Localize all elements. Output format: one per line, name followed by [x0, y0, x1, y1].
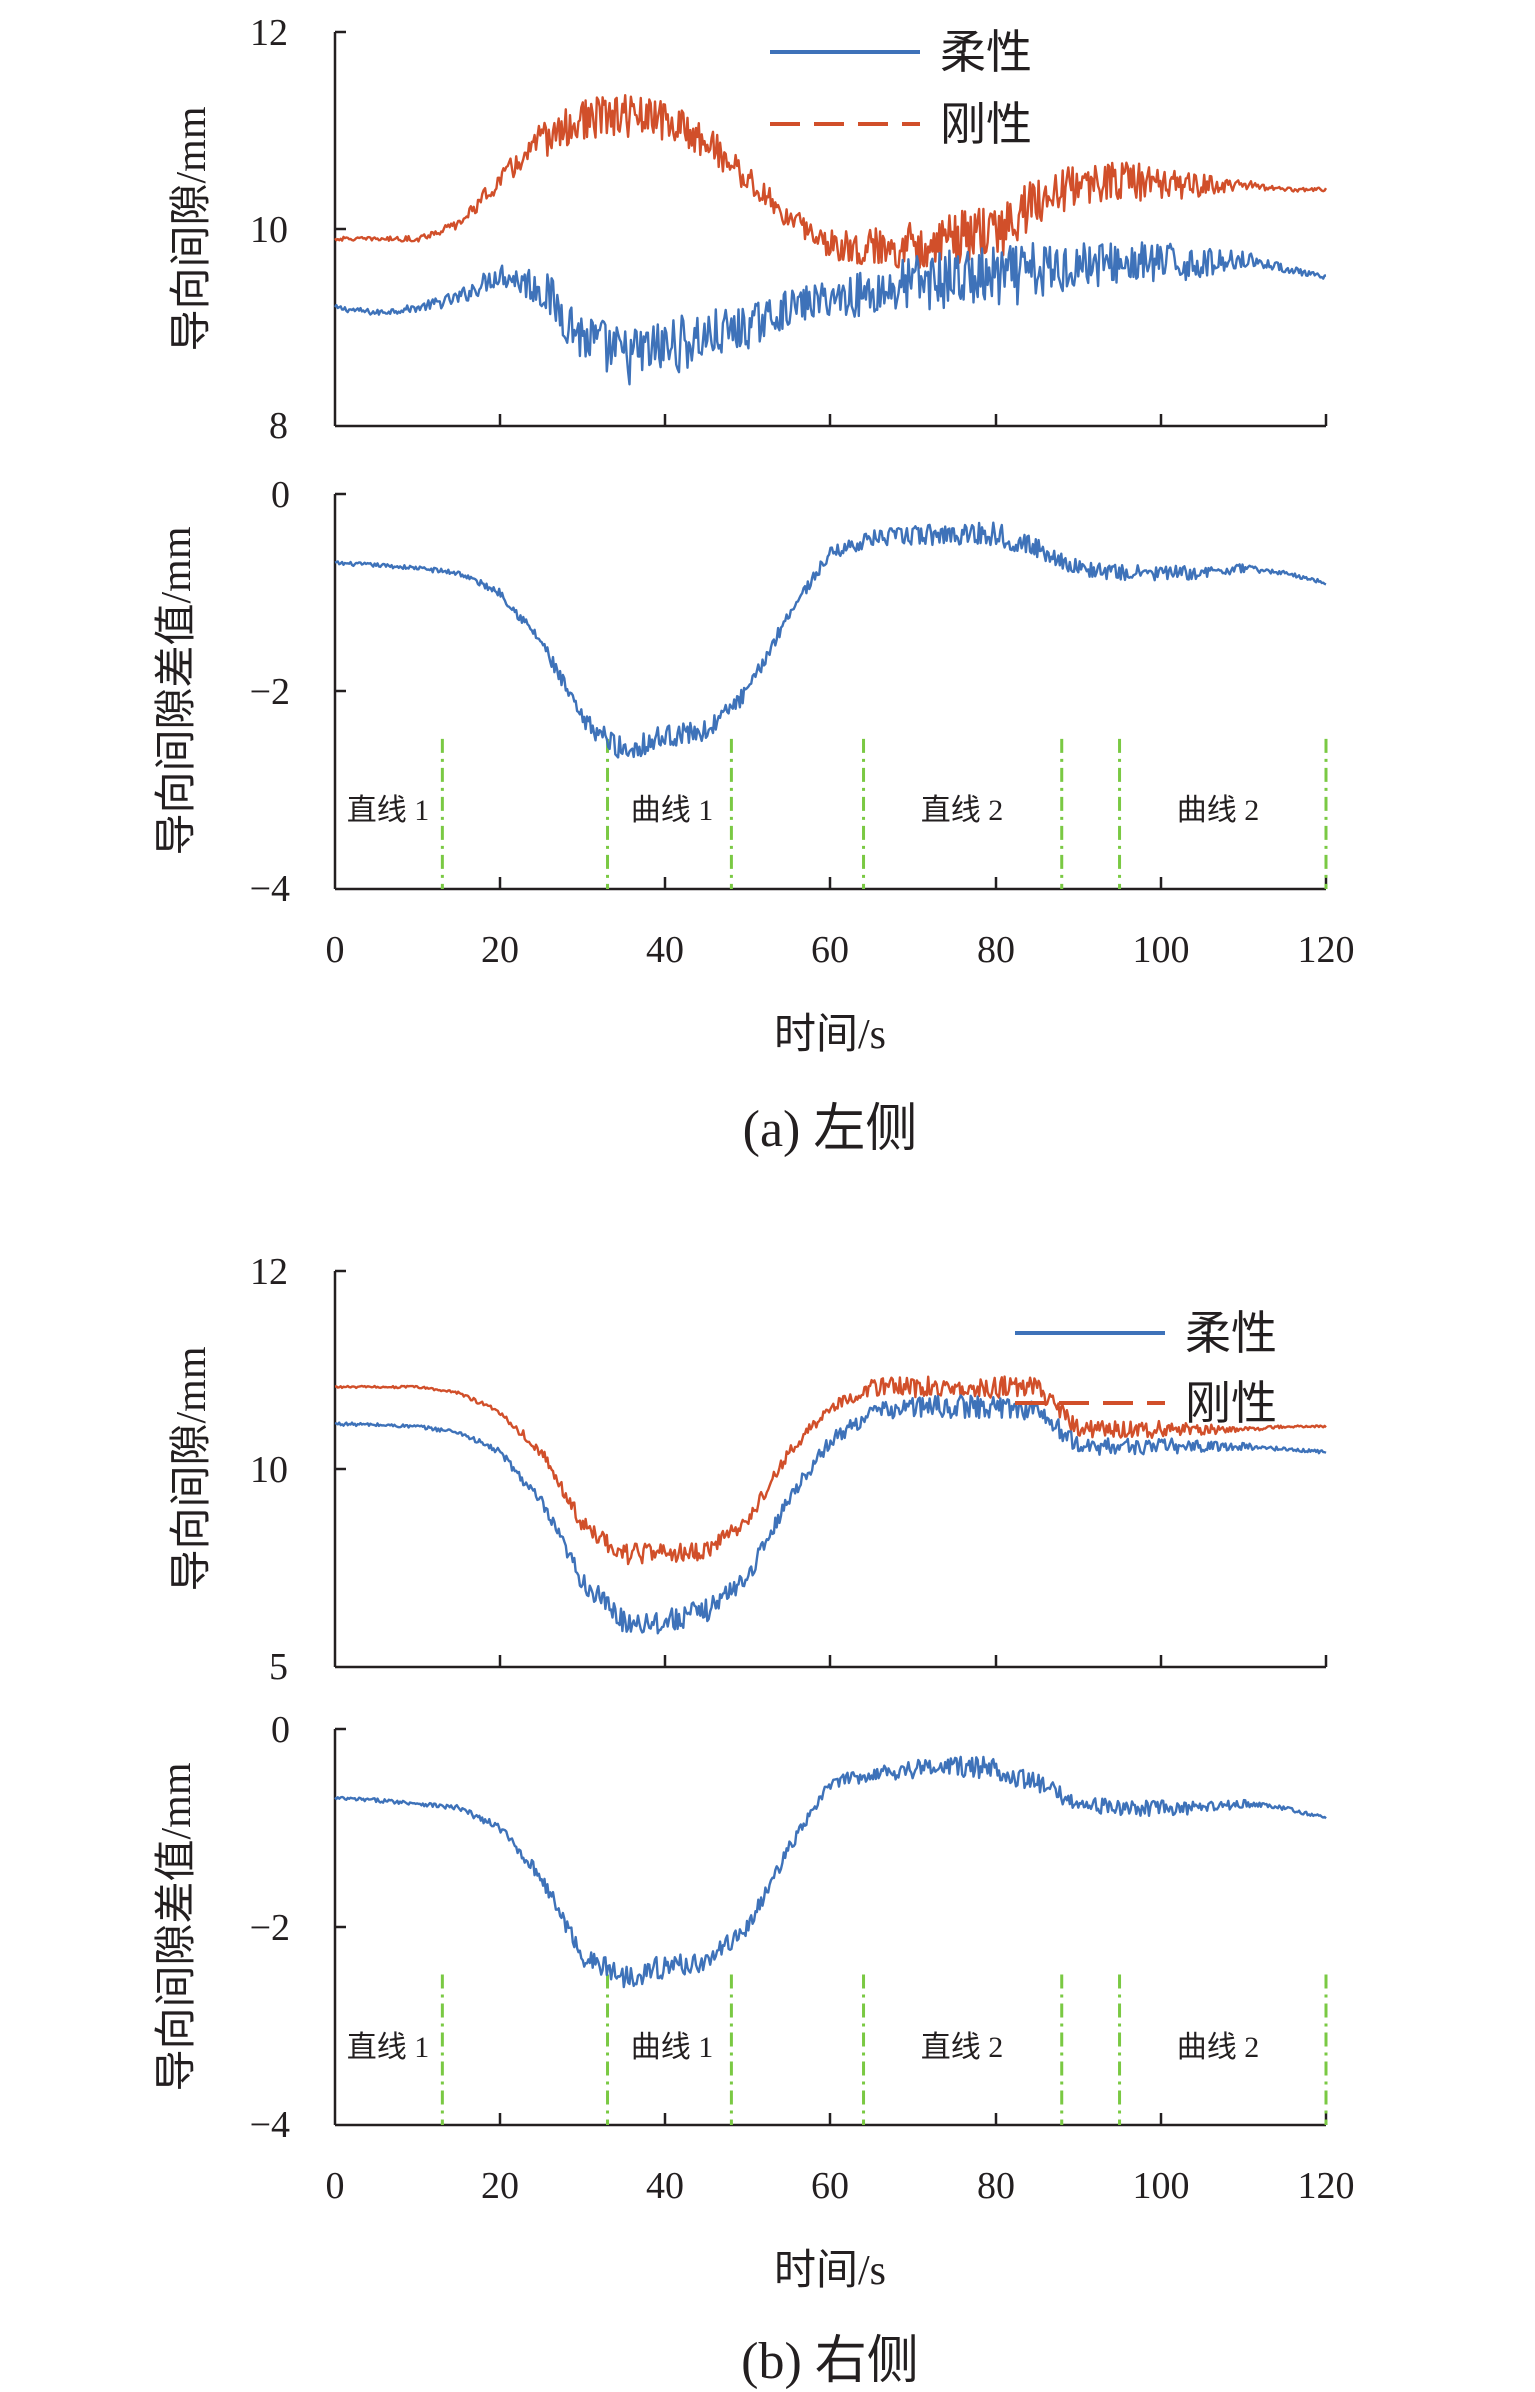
y-tick-label: 5 — [269, 1646, 288, 1688]
y-tick-label: −2 — [250, 671, 290, 713]
x-tick-label: 80 — [977, 2165, 1015, 2207]
series-line-rigid — [334, 94, 1328, 269]
y-tick-label: −4 — [250, 2104, 290, 2146]
panel-b-xticks: 0 20 40 60 80 100 120 — [326, 2165, 1355, 2207]
series-line-flexible — [334, 1394, 1327, 1635]
x-tick-label: 20 — [481, 2165, 519, 2207]
y-tick-label: 0 — [271, 1709, 290, 1751]
y-tick-label: 8 — [269, 405, 288, 447]
panel-a-xticks: 0 20 40 60 80 100 120 — [326, 929, 1355, 971]
series-line-flexible — [334, 521, 1327, 759]
y-tick-label: 0 — [271, 474, 290, 516]
x-tick-label: 60 — [811, 929, 849, 971]
x-tick-label: 120 — [1298, 2165, 1355, 2207]
x-tick-label: 20 — [481, 929, 519, 971]
y-tick-label: 12 — [250, 1251, 288, 1293]
legend-rigid-label: 刚性 — [940, 99, 1032, 150]
legend-rigid-label: 刚性 — [1185, 1378, 1277, 1429]
panel-b-bottom-axes — [333, 1727, 1328, 2127]
panel-a-top-axes — [333, 30, 1328, 428]
series-line-rigid — [334, 1375, 1327, 1566]
segment-label: 直线 1 — [347, 794, 430, 827]
series-line-flexible — [334, 1755, 1327, 1989]
segment-label: 曲线 1 — [631, 2031, 714, 2064]
panel-b-top-yticks: 12 10 5 — [250, 1251, 288, 1688]
panel-b-xlabel: 时间/s — [774, 2248, 886, 2294]
panel-b-top-axes — [333, 1269, 1328, 1669]
panel-b-caption: (b) 右侧 — [741, 2333, 919, 2390]
x-tick-label: 100 — [1133, 929, 1190, 971]
panel-b-segment-labels: 直线 1 曲线 1 直线 2 曲线 2 — [347, 2031, 1260, 2064]
segment-label: 直线 1 — [347, 2031, 430, 2064]
segment-label: 曲线 1 — [631, 794, 714, 827]
panel-a-bottom-yticks: 0 −2 −4 — [250, 474, 290, 910]
panel-a-xlabel: 时间/s — [774, 1012, 886, 1058]
panel-b: 12 10 5 导向间隙/mm 柔性 刚性 0 −2 −4 — [154, 1251, 1355, 2390]
x-tick-label: 0 — [326, 2165, 345, 2207]
panel-a-top-plot — [334, 94, 1328, 386]
x-tick-label: 40 — [646, 929, 684, 971]
legend-flexible-label: 柔性 — [940, 27, 1032, 78]
legend-flexible-label: 柔性 — [1185, 1308, 1277, 1359]
panel-a-bottom-ylabel: 导向间隙差值/mm — [154, 526, 200, 855]
panel-b-bottom-yticks: 0 −2 −4 — [250, 1709, 290, 2146]
y-tick-label: −2 — [250, 1907, 290, 1949]
y-tick-label: 10 — [250, 209, 288, 251]
panel-a-caption: (a) 左侧 — [743, 1101, 918, 1158]
series-line-flexible — [334, 241, 1327, 386]
panel-a-bottom-plot — [334, 521, 1328, 889]
y-tick-label: −4 — [250, 868, 290, 910]
panel-b-bottom-ylabel: 导向间隙差值/mm — [154, 1762, 200, 2091]
x-tick-label: 80 — [977, 929, 1015, 971]
x-tick-label: 60 — [811, 2165, 849, 2207]
panel-a-bottom-axes — [333, 492, 1328, 891]
panel-b-bottom-plot — [334, 1755, 1328, 2125]
x-tick-label: 0 — [326, 929, 345, 971]
panel-a-segment-labels: 直线 1 曲线 1 直线 2 曲线 2 — [347, 794, 1260, 827]
panel-b-top-plot — [334, 1375, 1327, 1635]
segment-label: 直线 2 — [921, 794, 1004, 827]
segment-label: 直线 2 — [921, 2031, 1004, 2064]
y-tick-label: 12 — [250, 12, 288, 54]
panel-a: 12 10 8 导向间隙/mm 柔性 刚性 0 −2 — [154, 12, 1355, 1158]
segment-label: 曲线 2 — [1177, 2031, 1260, 2064]
panel-b-legend: 柔性 刚性 — [1015, 1308, 1277, 1429]
segment-label: 曲线 2 — [1177, 794, 1260, 827]
panel-b-top-ylabel: 导向间隙/mm — [169, 1346, 215, 1591]
x-tick-label: 120 — [1298, 929, 1355, 971]
panel-a-top-ylabel: 导向间隙/mm — [169, 106, 215, 351]
panel-a-top-yticks: 12 10 8 — [250, 12, 288, 447]
x-tick-label: 100 — [1133, 2165, 1190, 2207]
y-tick-label: 10 — [250, 1449, 288, 1491]
panel-a-legend: 柔性 刚性 — [770, 27, 1032, 150]
x-tick-label: 40 — [646, 2165, 684, 2207]
